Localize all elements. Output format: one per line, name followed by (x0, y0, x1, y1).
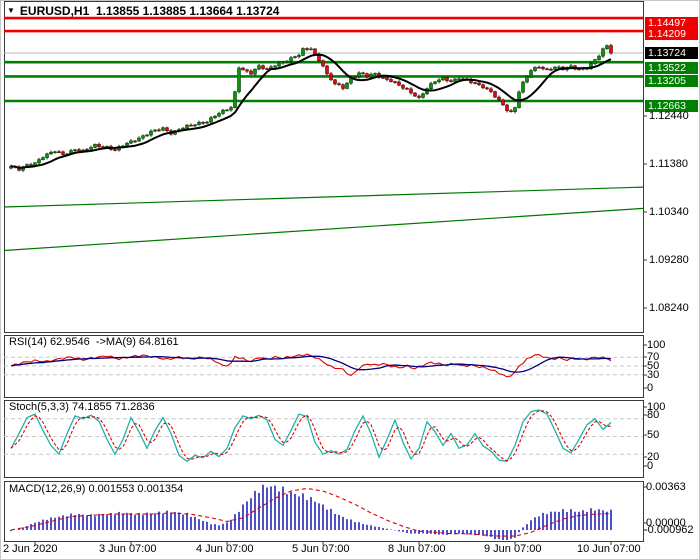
support-price-badge: 1.13205 (645, 75, 698, 87)
symbol-ohlc-title: EURUSD,H1 1.13855 1.13885 1.13664 1.1372… (19, 4, 280, 18)
panel-frame-0 (4, 1, 644, 333)
macd-indicator-label: MACD(12,26,9) 0.001553 0.001354 (9, 483, 184, 495)
trend-line-1[interactable] (3, 207, 644, 252)
time-axis-label: 8 Jun 07:00 (388, 543, 446, 555)
main-price-panel (3, 16, 644, 252)
trend-line-0[interactable] (3, 186, 644, 208)
macd-scale-tick: 0.00363 (646, 481, 686, 493)
rsi-scale-tick: 50 (647, 360, 660, 372)
rsi-scale-tick: 100 (647, 339, 666, 351)
macd-scale-tick: -0.000962 (644, 524, 694, 536)
time-axis-label: 3 Jun 07:00 (99, 543, 157, 555)
panel-frame-3 (4, 481, 644, 542)
ma-line[interactable] (10, 53, 612, 169)
time-axis-label: 2 Jun 2020 (3, 543, 58, 555)
stoch-scale-tick: 80 (647, 409, 660, 421)
stoch-k-line[interactable] (10, 409, 612, 463)
rsi-indicator-label: RSI(14) 62.9546 ->MA(9) 64.8161 (9, 336, 179, 348)
time-axis-label: 4 Jun 07:00 (196, 543, 254, 555)
stoch-indicator-label: Stoch(5,3,3) 74.1855 71.2836 (9, 401, 155, 413)
last-price-badge: 1.13724 (645, 47, 698, 59)
time-axis-label: 5 Jun 07:00 (292, 543, 350, 555)
stoch-scale-tick: 0 (647, 460, 654, 472)
price-scale-tick: 1.10340 (649, 206, 689, 218)
price-scale-tick: 1.12440 (649, 110, 689, 122)
stoch-scale-tick: 20 (647, 451, 660, 463)
resistance-price-badge: 1.14209 (645, 28, 698, 40)
rsi-panel (4, 353, 643, 378)
price-scale-tick: 1.08240 (649, 302, 689, 314)
price-scale-tick: 1.09280 (649, 254, 689, 266)
axis-ticks (34, 115, 647, 545)
panel-frame-2 (4, 400, 644, 478)
stoch-scale-tick: 50 (647, 429, 660, 441)
resistance-price-badge: 1.14497 (645, 17, 698, 29)
rsi-line[interactable] (10, 353, 612, 378)
stoch-panel (4, 409, 643, 463)
chart-header: ▼ EURUSD,H1 1.13855 1.13885 1.13664 1.13… (7, 4, 279, 18)
time-axis-label: 10 Jun 07:00 (577, 543, 641, 555)
macd-panel (10, 484, 612, 540)
rsi-ma-line[interactable] (10, 355, 612, 373)
support-price-badge: 1.13522 (645, 62, 698, 74)
chevron-down-icon[interactable]: ▼ (7, 6, 15, 15)
macd-signal-line[interactable] (10, 487, 612, 537)
time-axis-label: 9 Jun 07:00 (484, 543, 542, 555)
rsi-scale-tick: 70 (647, 351, 660, 363)
rsi-scale-tick: 30 (647, 369, 660, 381)
stoch-scale-tick: 100 (647, 401, 666, 413)
macd-scale-tick: 0.00000 (646, 517, 686, 529)
support-price-badge: 1.12663 (645, 100, 698, 112)
rsi-scale-tick: 0 (647, 382, 654, 394)
price-scale-tick: 1.11380 (649, 158, 688, 170)
stoch-d-line[interactable] (10, 410, 612, 462)
